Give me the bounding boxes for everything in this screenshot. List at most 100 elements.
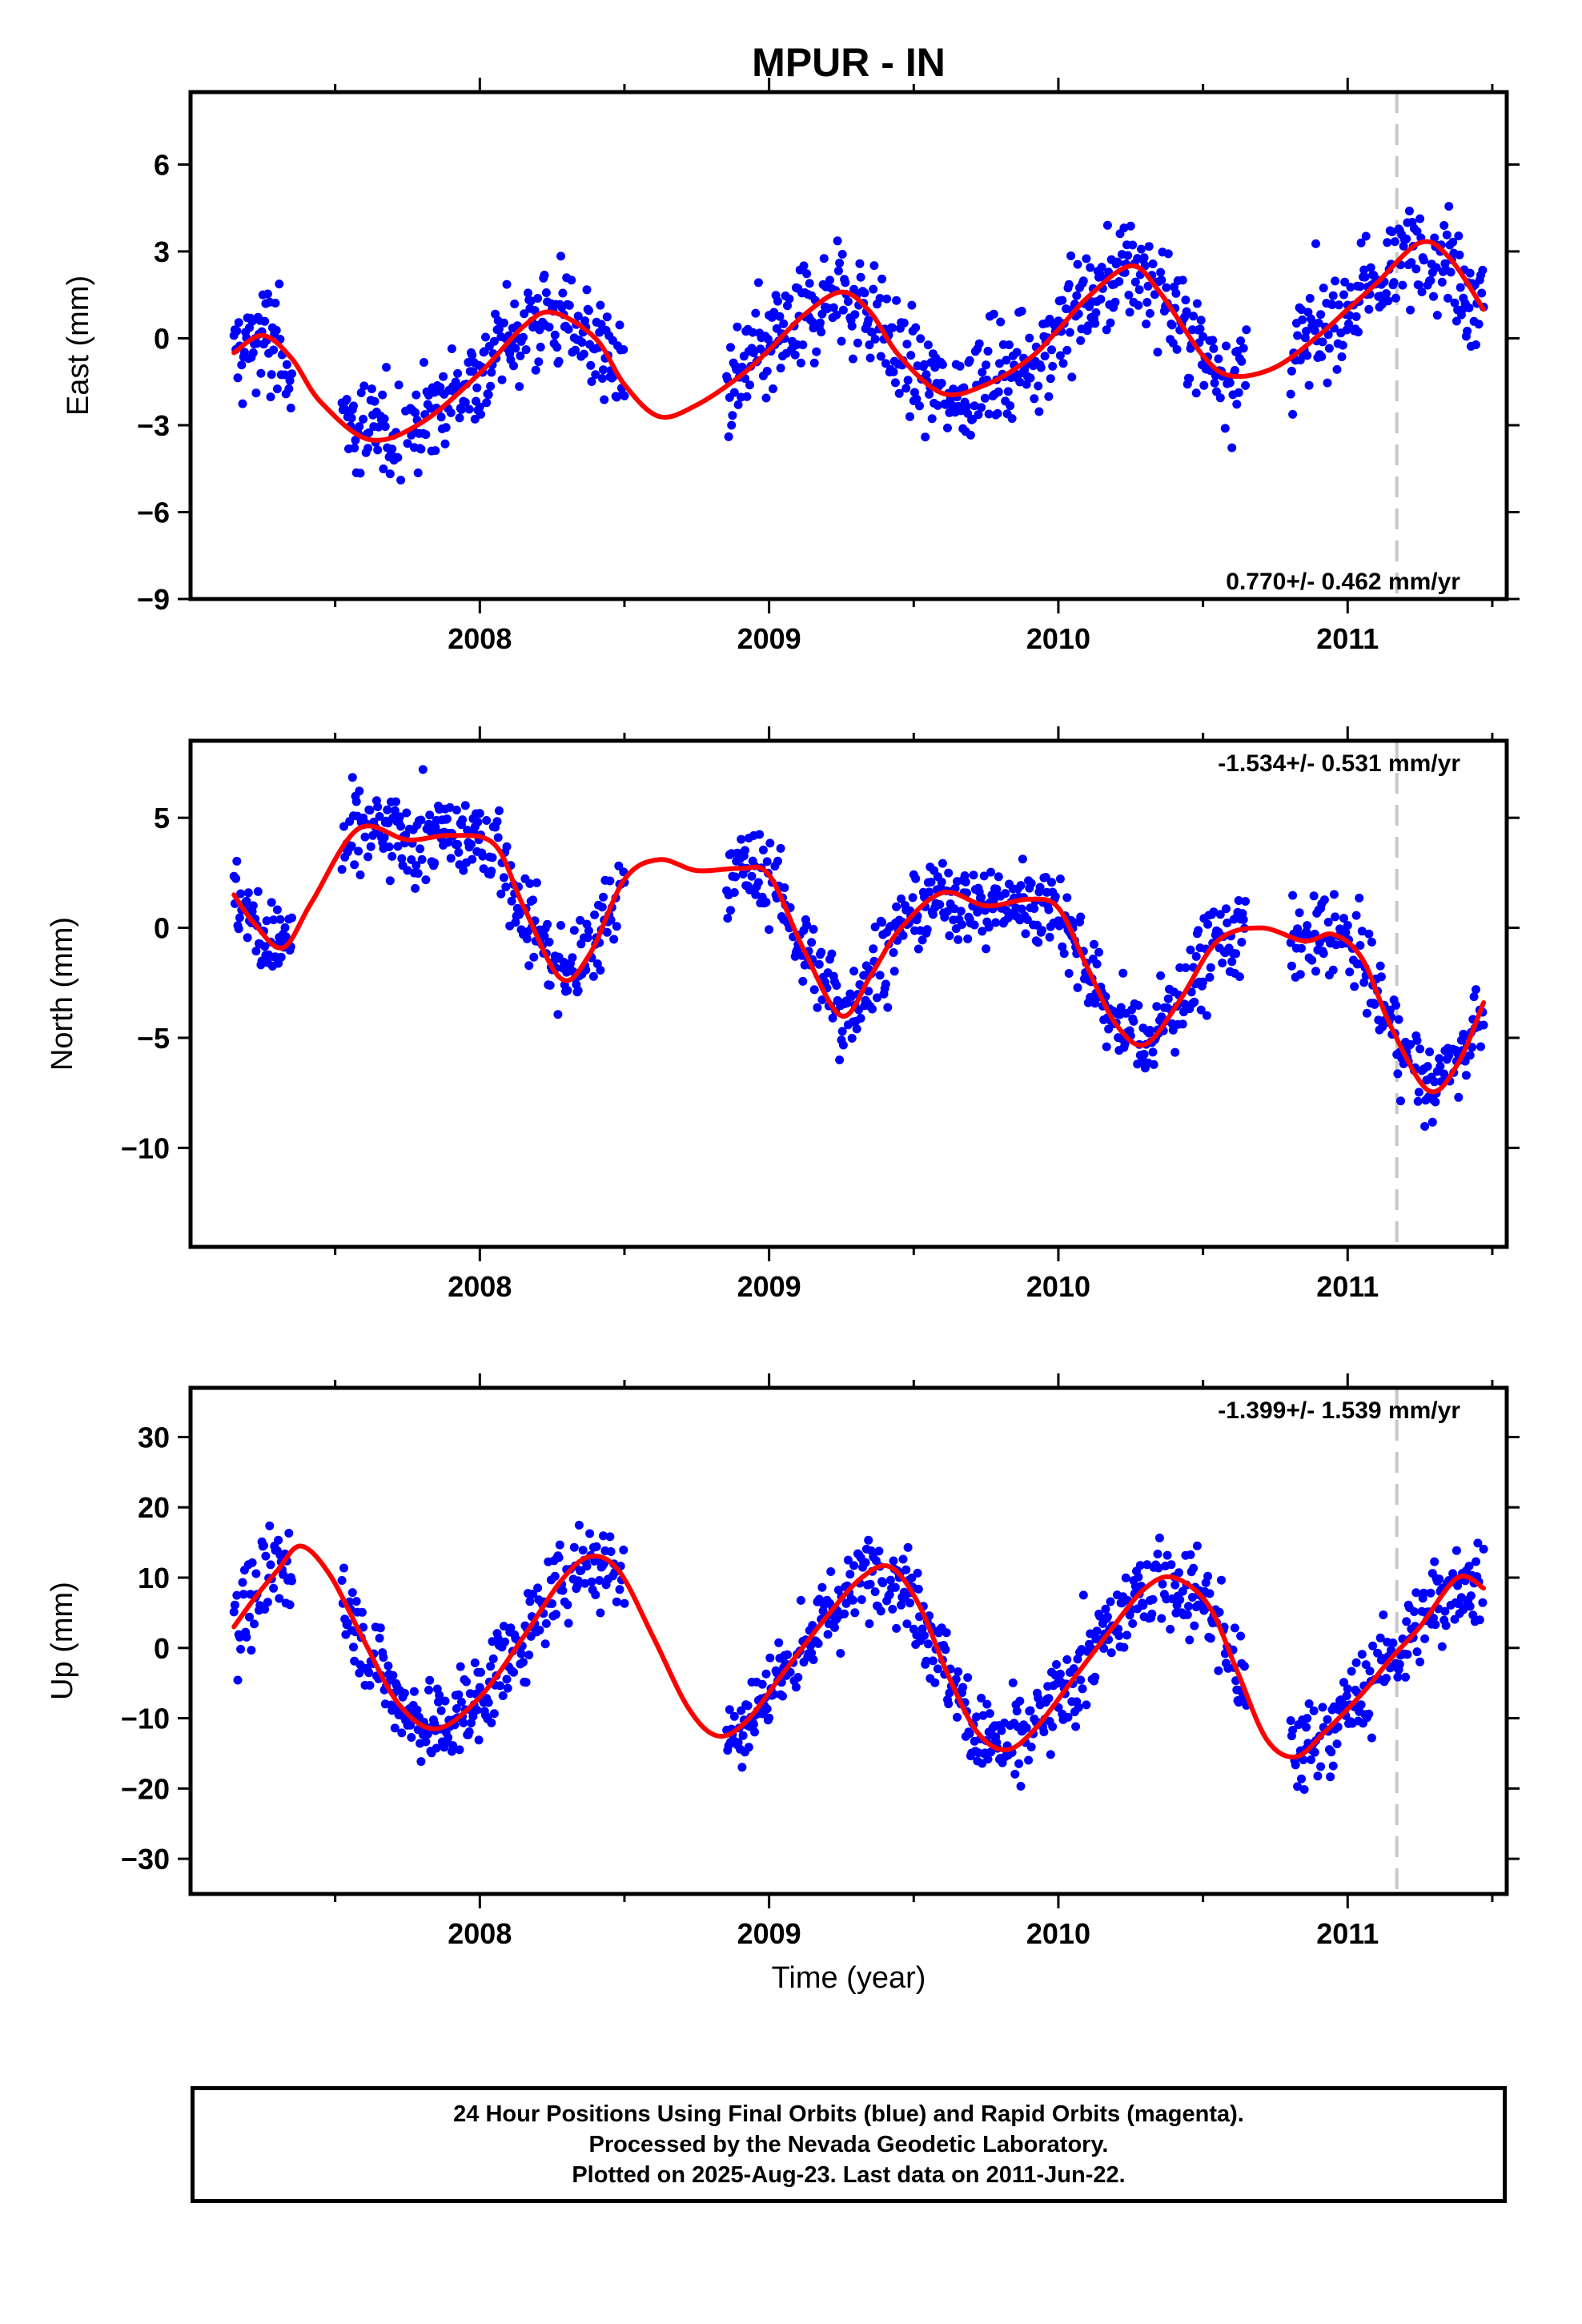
data-point [1021,929,1030,939]
data-point [1328,1761,1338,1771]
data-point [974,410,983,420]
data-point [1122,1630,1131,1640]
data-point [1186,987,1196,997]
data-point [436,1706,446,1715]
data-point [491,309,500,319]
data-point [1231,949,1241,959]
data-point [1366,263,1375,272]
data-point [955,361,965,371]
data-point [1331,276,1340,286]
data-point [1062,893,1072,903]
data-point [972,1712,982,1722]
data-point [412,1705,422,1715]
data-point [1175,1595,1185,1605]
data-point [928,1656,938,1666]
data-point [922,925,932,935]
data-point [406,1720,416,1730]
data-point [395,812,404,822]
data-point [1391,293,1400,303]
data-point [420,358,428,367]
data-point [394,380,404,390]
data-point [375,1623,385,1633]
data-point [1314,318,1323,328]
data-point [463,826,472,835]
data-point [1376,972,1386,982]
data-point [944,868,954,878]
data-point [1026,1743,1036,1751]
data-point [363,852,373,862]
data-point [838,1040,848,1050]
data-point [1191,951,1201,961]
data-point [1065,328,1074,337]
data-point [1430,1557,1439,1566]
data-point [1393,1069,1403,1079]
data-point [499,318,508,328]
data-point [1139,253,1149,263]
data-point [271,325,281,335]
data-point [454,847,464,857]
data-point [533,294,543,303]
data-point [556,251,565,261]
data-point [436,383,445,392]
data-point [1437,277,1447,287]
data-point [881,359,890,368]
data-point [468,854,477,864]
data-point [1106,1597,1115,1606]
data-point [1147,1609,1157,1618]
data-point [509,1667,518,1677]
plot-frame [188,90,1509,601]
x-tick-label: 2011 [1316,1917,1379,1950]
data-point [1134,1572,1143,1582]
data-point [1339,914,1348,923]
data-point [1194,926,1203,935]
data-point [846,992,856,1002]
data-point [1235,972,1244,982]
data-point [727,420,737,430]
data-point [1129,1016,1138,1026]
data-point [1045,315,1054,324]
data-point [956,907,966,916]
data-point [525,879,535,888]
data-point [365,806,375,815]
data-point [1396,1096,1405,1106]
data-point [1465,1602,1475,1611]
data-point [1044,1694,1054,1703]
data-point [1350,982,1359,991]
data-point [970,401,979,411]
data-point [1414,280,1423,290]
data-point [1192,1541,1202,1550]
data-point [600,395,609,404]
data-point [1450,298,1460,308]
data-point [1334,300,1343,310]
data-point [354,846,363,856]
data-point [963,1673,973,1683]
data-point [753,878,763,887]
data-point [456,1662,465,1671]
data-point [1102,220,1112,230]
data-point [1403,1650,1412,1659]
data-point [905,1598,914,1608]
data-point [552,1610,560,1619]
data-point [921,432,930,442]
data-point [541,1618,551,1628]
data-point [242,1632,251,1642]
data-point [1121,1573,1130,1582]
data-point [729,388,739,397]
data-point [1357,1650,1367,1659]
data-point [763,335,773,344]
data-point [1170,1047,1180,1057]
data-point [510,300,520,308]
data-point [1153,348,1162,357]
data-point [620,391,629,400]
data-point [554,356,564,366]
data-point [1190,1621,1199,1630]
data-point [1345,967,1355,977]
data-point [913,1568,922,1578]
data-point [1205,972,1215,982]
data-point [855,259,865,268]
data-point [580,1578,590,1588]
data-point [287,369,296,379]
data-point [431,446,440,456]
data-point [991,918,1001,927]
data-point [898,931,908,940]
